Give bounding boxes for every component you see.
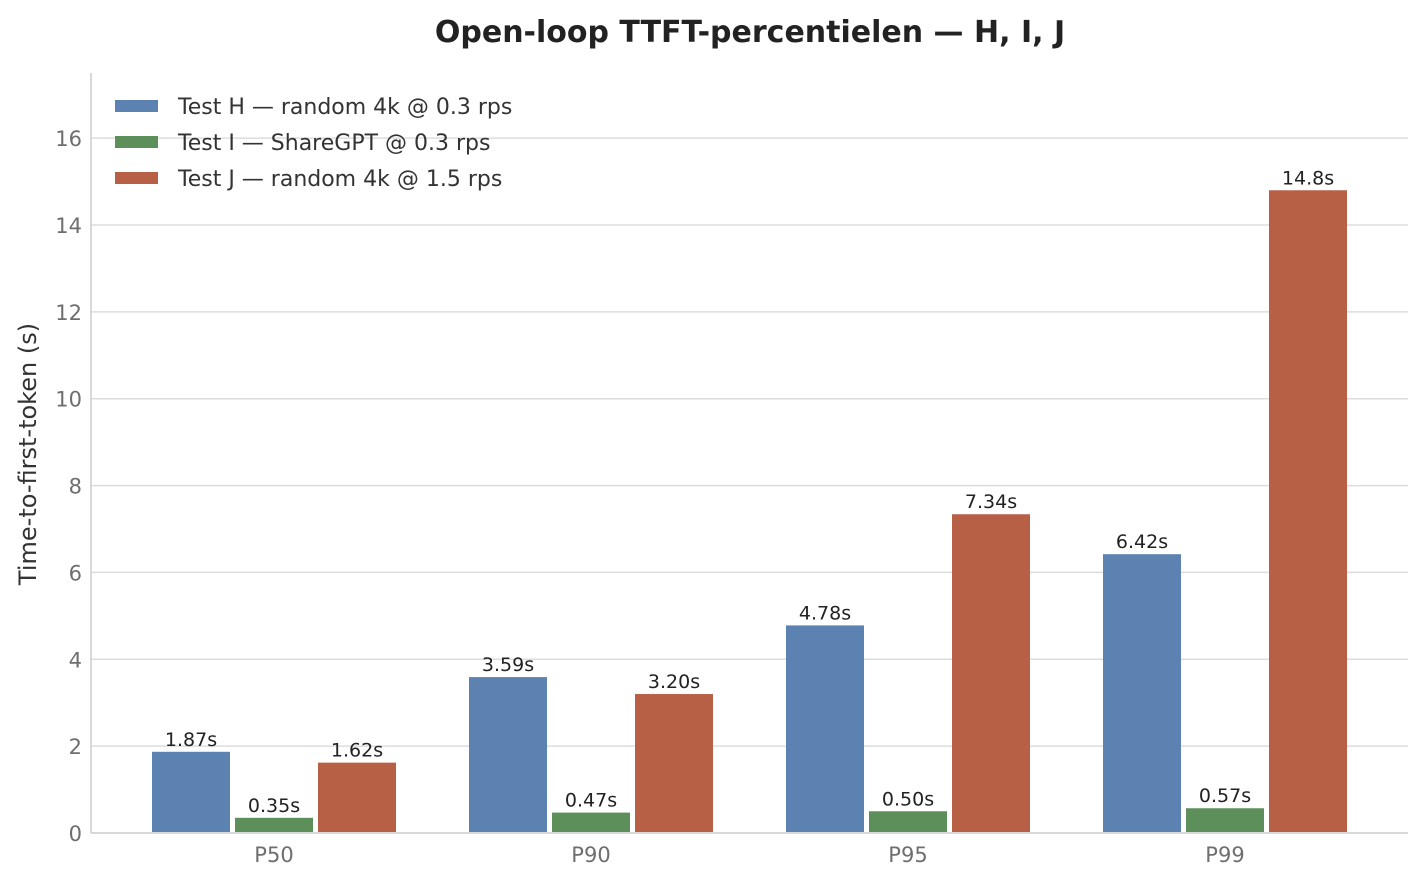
legend-entry: Test H — random 4k @ 0.3 rps — [177, 95, 512, 120]
bar — [1269, 190, 1347, 832]
y-tick-label: 6 — [69, 561, 82, 585]
bars — [152, 190, 1347, 832]
bar-value-label: 0.35s — [248, 795, 300, 817]
bar-value-label: 1.62s — [331, 740, 383, 762]
bar — [469, 677, 547, 832]
bar — [1186, 808, 1264, 832]
bar — [1103, 554, 1181, 832]
bar-value-label: 14.8s — [1282, 167, 1334, 189]
legend-entry: Test J — random 4k @ 1.5 rps — [177, 167, 502, 192]
y-tick-label: 0 — [69, 822, 82, 846]
y-tick-label: 4 — [69, 648, 82, 672]
bar — [635, 694, 713, 832]
x-tick-label: P50 — [254, 843, 293, 867]
y-tick-label: 14 — [55, 214, 82, 238]
bar-value-label: 0.57s — [1199, 785, 1251, 807]
bar — [786, 625, 864, 832]
axes — [90, 73, 1408, 834]
bar-value-labels: 1.87s 0.35s 1.62s 3.59s 0.47s 3.20s 4.78s 0.50s… — [165, 167, 1334, 817]
bar — [235, 817, 313, 832]
bar-value-label: 6.42s — [1116, 531, 1168, 553]
y-tick-label: 10 — [55, 388, 82, 412]
bar-value-label: 3.59s — [482, 654, 534, 676]
bar — [152, 751, 230, 832]
legend-swatch — [115, 136, 158, 148]
bar — [952, 514, 1030, 832]
bar-value-label: 7.34s — [965, 491, 1017, 513]
x-tick-label: P95 — [888, 843, 927, 867]
bar-value-label: 3.20s — [648, 671, 700, 693]
x-tick-labels: P50 P90 P95 P99 — [254, 843, 1244, 867]
chart-title: Open-loop TTFT-percentielen — H, I, J — [435, 15, 1065, 50]
y-axis-label: Time-to-first-token (s) — [14, 323, 42, 586]
bar — [552, 812, 630, 832]
bar-value-label: 0.50s — [882, 788, 934, 810]
bar — [318, 762, 396, 832]
bar-value-label: 4.78s — [799, 602, 851, 624]
y-tick-label: 12 — [55, 301, 82, 325]
legend-swatch — [115, 172, 158, 184]
legend: Test H — random 4k @ 0.3 rps Test I — Sha… — [115, 95, 512, 192]
legend-swatch — [115, 100, 158, 112]
y-tick-labels: 0 2 4 6 8 10 12 14 16 — [55, 127, 82, 846]
y-tick-label: 8 — [69, 475, 82, 499]
y-tick-label: 16 — [55, 127, 82, 151]
x-tick-label: P90 — [571, 843, 610, 867]
bar-value-label: 0.47s — [565, 790, 617, 812]
legend-entry: Test I — ShareGPT @ 0.3 rps — [177, 131, 490, 156]
bar-value-label: 1.87s — [165, 729, 217, 751]
y-tick-label: 2 — [69, 735, 82, 759]
x-tick-label: P99 — [1205, 843, 1244, 867]
grid-lines — [91, 137, 1408, 747]
bar — [869, 811, 947, 832]
